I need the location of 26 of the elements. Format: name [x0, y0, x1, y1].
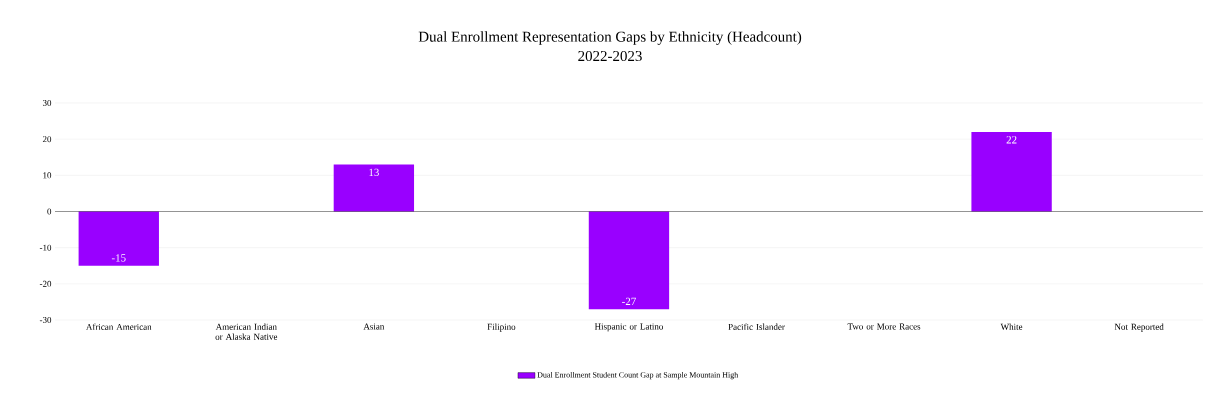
data-label: 22 — [1006, 136, 1017, 144]
x-tick-label: Filipino — [487, 323, 516, 332]
bar — [333, 164, 415, 212]
data-label: 13 — [369, 168, 379, 177]
bar — [78, 211, 159, 266]
x-tick-label: American Indian or Alaska Native — [215, 323, 278, 340]
x-tick-label: Pacific Islander — [728, 323, 785, 330]
y-tick-label: 10 — [43, 172, 52, 179]
y-tick-label: 30 — [42, 99, 52, 107]
y-tick-label: -30 — [39, 316, 52, 324]
x-tick-label: Asian — [363, 323, 385, 330]
y-tick-label: -20 — [39, 280, 52, 287]
y-tick-label: 0 — [47, 208, 52, 215]
x-tick-label: Not Reported — [1114, 323, 1164, 332]
y-tick-label: -10 — [39, 244, 52, 251]
bar — [588, 211, 670, 310]
x-tick-label: Two or More Races — [847, 323, 921, 330]
data-label: -15 — [111, 254, 126, 262]
chart-title: Dual Enrollment Representation Gaps by Ethnicity (Headcount) — [418, 31, 802, 45]
y-tick-label: 20 — [42, 136, 52, 143]
bar — [971, 131, 1052, 212]
data-label: -27 — [622, 297, 636, 305]
x-tick-label: White — [1000, 323, 1023, 330]
x-tick-label: African American — [86, 323, 152, 330]
x-tick-label: Hispanic or Latino — [594, 323, 663, 332]
chart-subtitle: 2022-2023 — [578, 50, 642, 62]
